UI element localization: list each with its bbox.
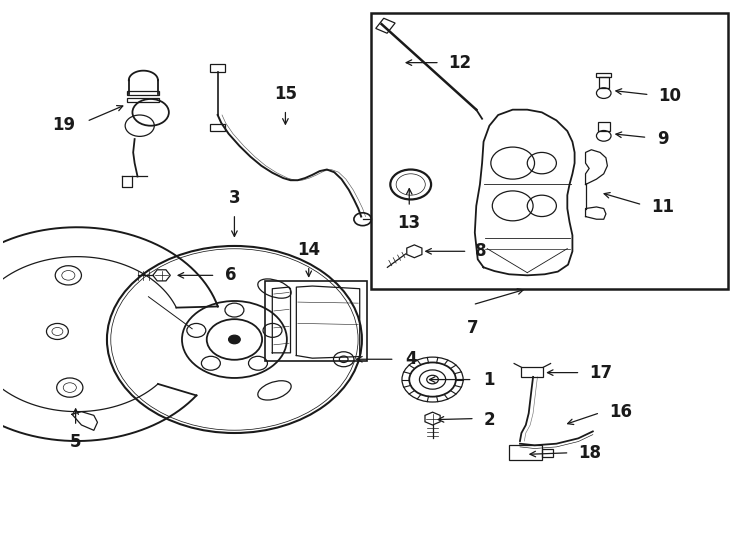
Text: 15: 15 <box>274 85 297 103</box>
Bar <box>371 14 727 289</box>
Bar <box>597 73 611 77</box>
Circle shape <box>228 335 240 344</box>
Bar <box>211 64 225 72</box>
Bar <box>376 18 395 33</box>
Text: 13: 13 <box>398 214 421 232</box>
Bar <box>599 77 608 88</box>
Bar <box>542 449 553 456</box>
Text: 7: 7 <box>467 319 479 337</box>
Text: 18: 18 <box>578 444 601 462</box>
Text: 16: 16 <box>608 403 632 421</box>
Bar <box>211 124 225 131</box>
Text: 14: 14 <box>297 241 320 259</box>
Text: 11: 11 <box>651 198 674 216</box>
Text: 6: 6 <box>225 266 236 285</box>
Bar <box>509 445 542 460</box>
Text: 9: 9 <box>657 130 669 148</box>
Text: 8: 8 <box>475 242 487 260</box>
Text: 1: 1 <box>484 370 495 389</box>
Text: 4: 4 <box>405 350 416 368</box>
Text: 3: 3 <box>228 189 240 207</box>
Bar <box>127 98 159 102</box>
Text: 5: 5 <box>70 433 81 451</box>
Text: 17: 17 <box>589 363 612 382</box>
Bar <box>265 281 367 361</box>
Text: 2: 2 <box>484 410 495 429</box>
Text: 12: 12 <box>448 53 472 72</box>
Bar <box>127 91 159 95</box>
Bar <box>598 122 609 131</box>
Text: 10: 10 <box>658 87 681 105</box>
Text: 19: 19 <box>53 116 76 133</box>
Bar <box>521 367 543 377</box>
